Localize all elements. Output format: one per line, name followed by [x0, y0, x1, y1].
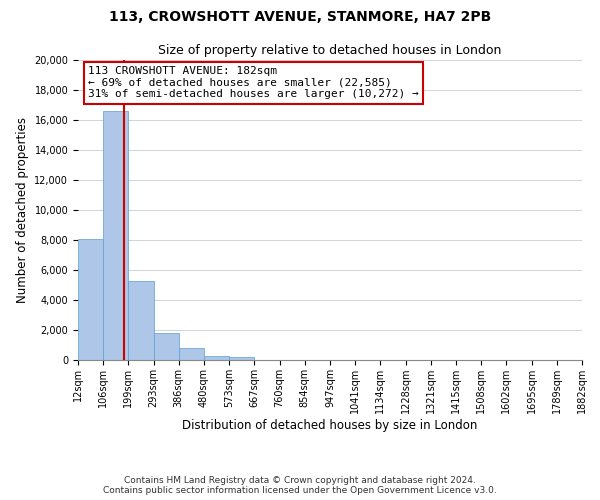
Y-axis label: Number of detached properties: Number of detached properties — [16, 117, 29, 303]
Text: 113, CROWSHOTT AVENUE, STANMORE, HA7 2PB: 113, CROWSHOTT AVENUE, STANMORE, HA7 2PB — [109, 10, 491, 24]
Title: Size of property relative to detached houses in London: Size of property relative to detached ho… — [158, 44, 502, 58]
Bar — [128, 280, 154, 360]
Bar — [103, 111, 128, 360]
Text: 113 CROWSHOTT AVENUE: 182sqm
← 69% of detached houses are smaller (22,585)
31% o: 113 CROWSHOTT AVENUE: 182sqm ← 69% of de… — [88, 66, 419, 99]
Bar — [229, 357, 254, 360]
X-axis label: Distribution of detached houses by size in London: Distribution of detached houses by size … — [182, 418, 478, 432]
Bar — [154, 333, 179, 360]
Bar — [179, 348, 204, 360]
Bar — [204, 356, 229, 360]
Text: Contains HM Land Registry data © Crown copyright and database right 2024.
Contai: Contains HM Land Registry data © Crown c… — [103, 476, 497, 495]
Bar — [78, 238, 103, 360]
